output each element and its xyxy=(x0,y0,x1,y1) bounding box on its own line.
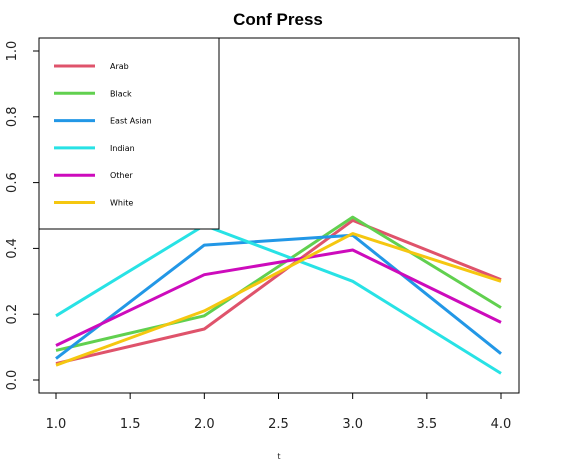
x-tick-label: 3.5 xyxy=(416,417,437,432)
series-line-arab xyxy=(55,218,502,366)
x-tick-label: 4.0 xyxy=(491,417,512,432)
legend-label: East Asian xyxy=(110,117,152,126)
x-tick-label: 2.5 xyxy=(268,417,289,432)
x-tick-label: 1.5 xyxy=(120,417,141,432)
x-tick-label: 3.0 xyxy=(342,417,363,432)
legend-label: Indian xyxy=(110,144,135,153)
x-axis: 1.0 1.5 2.0 2.5 3.0 3.5 4.0 xyxy=(46,393,512,432)
series-line-east-asian xyxy=(55,233,502,360)
legend-box xyxy=(38,37,220,230)
y-tick-label: 0.8 xyxy=(5,106,20,127)
y-tick-label: 1.0 xyxy=(5,41,20,62)
y-tick-label: 0.2 xyxy=(5,304,20,325)
legend: Arab Black East Asian Indian Other White xyxy=(38,37,220,230)
y-tick-label: 0.4 xyxy=(5,238,20,259)
y-tick-label: 0.0 xyxy=(5,370,20,391)
y-tick-label: 0.6 xyxy=(5,172,20,193)
series-line-black xyxy=(55,215,502,352)
chart-title: Conf Press xyxy=(233,10,323,29)
series-line-white xyxy=(55,232,502,367)
series-line-indian xyxy=(55,223,502,375)
x-tick-label: 1.0 xyxy=(46,417,67,432)
legend-label: Other xyxy=(110,171,133,180)
y-axis: 0.0 0.2 0.4 0.6 0.8 1.0 xyxy=(5,41,39,391)
legend-label: Arab xyxy=(110,62,129,71)
x-axis-label: t xyxy=(277,452,280,461)
x-tick-label: 2.0 xyxy=(194,417,215,432)
series-lines xyxy=(55,215,502,375)
legend-label: Black xyxy=(110,89,132,98)
series-line-other xyxy=(55,248,502,347)
legend-label: White xyxy=(110,199,133,208)
